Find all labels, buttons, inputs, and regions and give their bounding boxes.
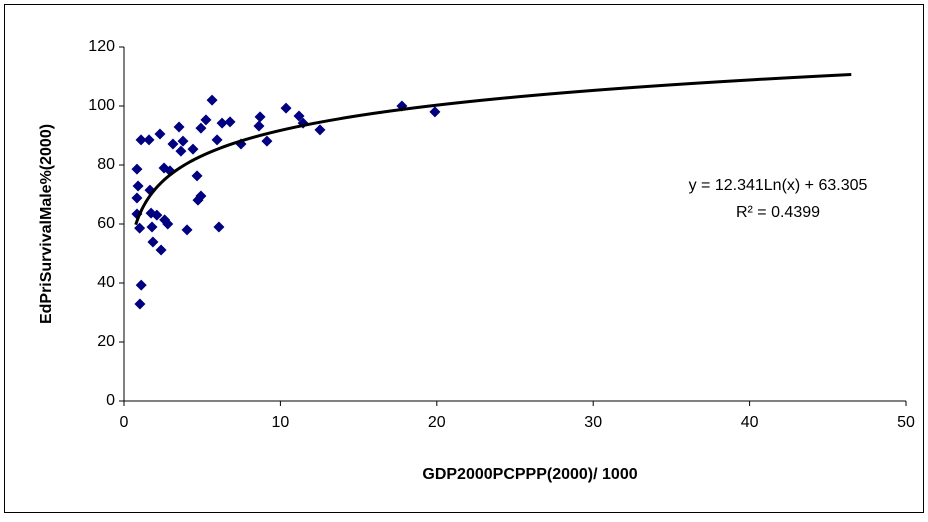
point [195, 122, 207, 134]
point [134, 222, 146, 234]
point [155, 244, 167, 256]
point [280, 102, 292, 114]
point [167, 138, 179, 150]
point [162, 218, 174, 230]
point [261, 135, 273, 147]
point [151, 209, 163, 221]
point [206, 94, 218, 106]
trendline-r-squared: R² = 0.4399 [736, 204, 820, 221]
point [135, 279, 147, 291]
y-tick-label: 20 [97, 333, 115, 350]
x-tick-label: 40 [741, 414, 759, 431]
point [429, 106, 441, 118]
y-tick-label: 120 [88, 38, 115, 55]
point [135, 134, 147, 146]
y-tick-label: 60 [97, 215, 115, 232]
point [173, 121, 185, 133]
point [131, 192, 143, 204]
point [131, 163, 143, 175]
y-tick-label: 40 [97, 274, 115, 291]
point [134, 298, 146, 310]
point [191, 170, 203, 182]
chart-border [4, 4, 924, 513]
point [254, 111, 266, 123]
x-tick-label: 30 [584, 414, 602, 431]
point [181, 224, 193, 236]
point [200, 114, 212, 126]
y-axis-title: EdPriSurvivalMale%(2000) [38, 124, 55, 324]
point [253, 120, 265, 132]
point [147, 236, 159, 248]
x-axis-title: GDP2000PCPPP(2000)/ 1000 [422, 466, 637, 483]
x-tick-label: 10 [272, 414, 290, 431]
point [216, 117, 228, 129]
x-tick-label: 0 [120, 414, 129, 431]
point [293, 110, 305, 122]
point [314, 124, 326, 136]
point [211, 134, 223, 146]
y-tick-label: 100 [88, 97, 115, 114]
point [187, 143, 199, 155]
y-tick-label: 0 [106, 392, 115, 409]
point [177, 135, 189, 147]
trendline [134, 72, 852, 226]
point [175, 145, 187, 157]
point [224, 116, 236, 128]
y-tick-label: 80 [97, 156, 115, 173]
point [154, 128, 166, 140]
point [132, 180, 144, 192]
point [146, 221, 158, 233]
trendline-equation: y = 12.341Ln(x) + 63.305 [689, 177, 868, 194]
x-tick-label: 20 [428, 414, 446, 431]
point [213, 221, 225, 233]
point [143, 134, 155, 146]
point [195, 190, 207, 202]
x-tick-label: 50 [897, 414, 915, 431]
